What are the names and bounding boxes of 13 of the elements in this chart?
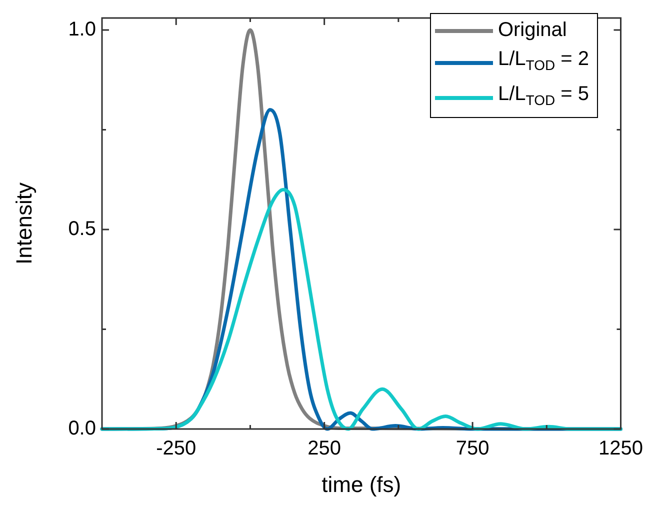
x-tick-label: 750 bbox=[456, 438, 490, 460]
legend-label: L/L$_{TOD}$ = 2 bbox=[498, 47, 589, 75]
x-tick-label: 1250 bbox=[598, 438, 644, 460]
y-axis-title: Intensity bbox=[11, 182, 36, 264]
legend-label: Original bbox=[498, 18, 567, 43]
x-tick-label: 250 bbox=[308, 438, 342, 460]
x-axis-title: time (fs) bbox=[322, 472, 402, 497]
legend-label: L/L$_{TOD}$ = 5 bbox=[498, 82, 589, 110]
y-tick-label: 0.0 bbox=[68, 418, 96, 440]
x-tick-label: -250 bbox=[156, 438, 196, 460]
line-series bbox=[100, 188, 623, 431]
y-tick-label: 0.5 bbox=[68, 218, 96, 240]
y-tick-label: 1.0 bbox=[68, 18, 96, 40]
